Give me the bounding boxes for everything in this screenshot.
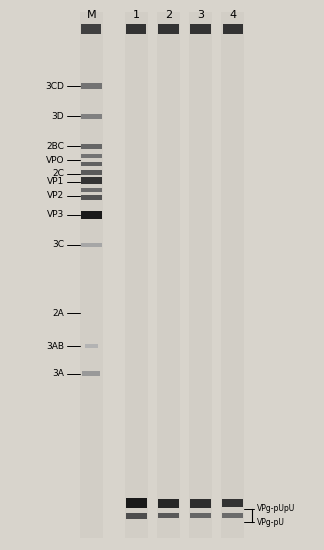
Text: 3CD: 3CD — [45, 82, 64, 91]
FancyBboxPatch shape — [190, 499, 211, 508]
Text: 2C: 2C — [52, 169, 64, 178]
FancyBboxPatch shape — [85, 344, 98, 348]
FancyBboxPatch shape — [126, 24, 146, 34]
FancyBboxPatch shape — [191, 24, 211, 34]
Text: VP1: VP1 — [47, 178, 64, 186]
FancyBboxPatch shape — [158, 499, 179, 508]
FancyBboxPatch shape — [222, 513, 243, 518]
FancyBboxPatch shape — [125, 12, 147, 538]
Text: VPg-pUpU: VPg-pUpU — [257, 504, 295, 513]
FancyBboxPatch shape — [81, 195, 102, 200]
FancyBboxPatch shape — [81, 24, 101, 34]
FancyBboxPatch shape — [81, 188, 102, 192]
Text: 3AB: 3AB — [46, 342, 64, 351]
FancyBboxPatch shape — [81, 144, 102, 149]
FancyBboxPatch shape — [189, 12, 212, 538]
Text: 1: 1 — [133, 10, 140, 20]
Text: 4: 4 — [229, 10, 236, 20]
FancyBboxPatch shape — [83, 371, 100, 376]
FancyBboxPatch shape — [158, 24, 179, 34]
Text: 3C: 3C — [52, 240, 64, 249]
Text: VPg-pU: VPg-pU — [257, 518, 285, 527]
Text: 2BC: 2BC — [46, 142, 64, 151]
FancyBboxPatch shape — [190, 513, 211, 518]
FancyBboxPatch shape — [158, 513, 179, 518]
FancyBboxPatch shape — [81, 153, 102, 158]
Text: VP2: VP2 — [47, 191, 64, 200]
Text: 3: 3 — [197, 10, 204, 20]
Text: M: M — [87, 10, 96, 20]
Text: VP3: VP3 — [47, 210, 64, 219]
FancyBboxPatch shape — [81, 177, 102, 184]
FancyBboxPatch shape — [81, 84, 102, 89]
FancyBboxPatch shape — [223, 24, 243, 34]
FancyBboxPatch shape — [157, 12, 180, 538]
Text: 3A: 3A — [52, 369, 64, 378]
Text: 3D: 3D — [52, 112, 64, 121]
FancyBboxPatch shape — [222, 499, 243, 507]
FancyBboxPatch shape — [81, 243, 102, 247]
FancyBboxPatch shape — [81, 211, 102, 219]
FancyBboxPatch shape — [126, 498, 147, 508]
Text: 2: 2 — [165, 10, 172, 20]
FancyBboxPatch shape — [80, 12, 103, 538]
FancyBboxPatch shape — [81, 162, 102, 166]
FancyBboxPatch shape — [221, 12, 244, 538]
Text: 2A: 2A — [52, 309, 64, 318]
FancyBboxPatch shape — [81, 114, 102, 119]
FancyBboxPatch shape — [126, 513, 147, 519]
Text: VPO: VPO — [46, 156, 64, 164]
FancyBboxPatch shape — [81, 169, 102, 174]
